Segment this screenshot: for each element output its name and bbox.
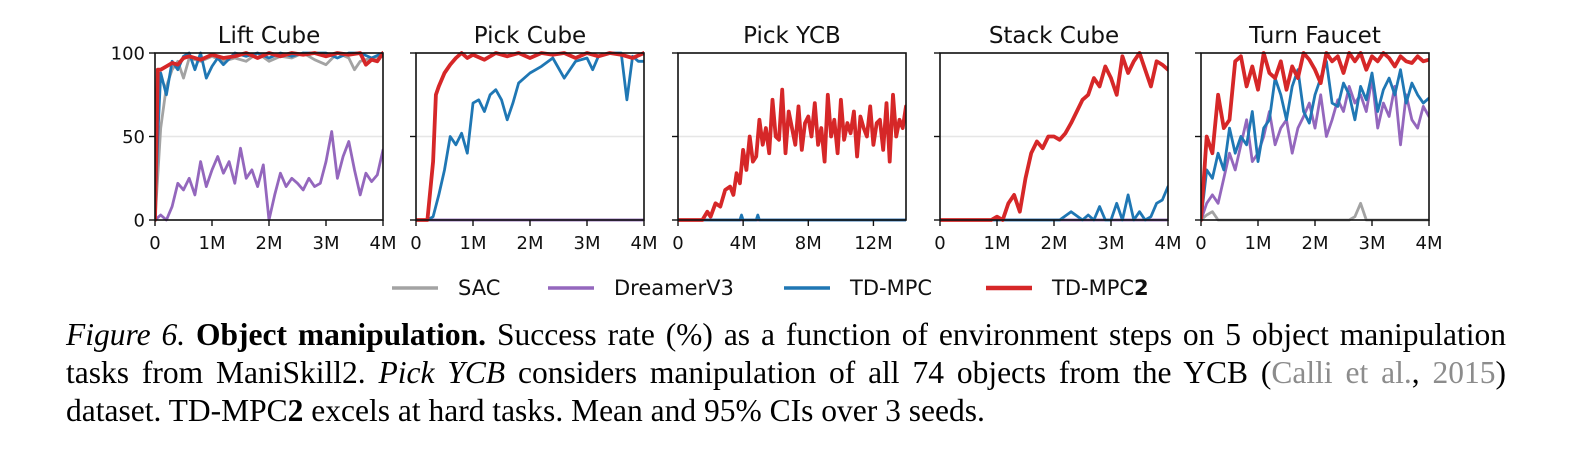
xtick-label-pick-cube-1m: 1M: [460, 233, 487, 254]
xtick-label-pick-ycb-8m: 8M: [795, 233, 822, 254]
panel-title-turn-faucet: Turn Faucet: [1248, 23, 1381, 49]
caption-text-4: excels at hard tasks. Mean and 95% CIs o…: [303, 393, 985, 428]
series-line-td-mpc-turn-faucet: [1201, 59, 1429, 222]
xtick-label-stack-cube-0: 0: [934, 233, 945, 254]
xtick-label-pick-cube-0: 0: [410, 233, 421, 254]
panel-lift-cube: Lift Cube 0 50 100 0 1M 2M 3M 4M: [111, 23, 397, 254]
xtick-label-pick-ycb-12m: 12M: [854, 233, 892, 254]
caption-text-3: ) dataset. TD-MPC: [66, 355, 1506, 428]
panel-pick-ycb: Pick YCB 0 4M 8M 12M: [672, 23, 907, 254]
xtick-label-turn-faucet-0: 0: [1195, 233, 1206, 254]
series-line-td-mpc2-pick-ycb: [678, 87, 906, 222]
xtick-label-pick-ycb-4m: 4M: [730, 233, 757, 254]
xtick-label-lift-cube-0: 0: [149, 233, 160, 254]
xtick-label-lift-cube-2m: 2M: [256, 233, 283, 254]
xtick-label-stack-cube-2m: 2M: [1041, 233, 1068, 254]
caption-text-2: considers manipulation of all 74 objects…: [505, 355, 1272, 390]
xtick-label-lift-cube-4m: 4M: [370, 233, 397, 254]
legend-label-dreamerv3: DreamerV3: [614, 276, 734, 300]
xtick-label-turn-faucet-1m: 1M: [1245, 233, 1272, 254]
xtick-label-stack-cube-4m: 4M: [1155, 233, 1182, 254]
caption-heading: Object manipulation.: [196, 317, 487, 352]
xtick-label-turn-faucet-2m: 2M: [1302, 233, 1329, 254]
series-line-td-mpc2-turn-faucet: [1201, 51, 1429, 222]
panel-title-pick-cube: Pick Cube: [474, 23, 586, 49]
caption-citation-year[interactable]: 2015: [1432, 355, 1496, 390]
xtick-label-turn-faucet-4m: 4M: [1416, 233, 1443, 254]
ytick-label-100: 100: [111, 44, 145, 65]
xtick-label-turn-faucet-3m: 3M: [1359, 233, 1386, 254]
caption-task-name: Pick YCB: [378, 355, 506, 390]
xtick-label-pick-cube-2m: 2M: [517, 233, 544, 254]
legend-label-td-mpc: TD-MPC: [849, 276, 932, 300]
legend-label-td-mpc2: TD-MPC2: [1051, 276, 1149, 300]
series-line-td-mpc2-stack-cube: [940, 51, 1168, 222]
series-line-td-mpc-stack-cube: [940, 185, 1168, 222]
legend-item-td-mpc: TD-MPC: [784, 276, 932, 300]
caption-bold-2: 2: [287, 393, 304, 428]
xtick-label-pick-cube-4m: 4M: [631, 233, 658, 254]
series-line-dreamerv3-turn-faucet: [1201, 76, 1429, 222]
series-line-td-mpc2-pick-cube: [416, 51, 644, 222]
series-group-pick-ycb: [678, 87, 906, 222]
panel-turn-faucet: Turn Faucet 0 1M 2M 3M 4M: [1195, 23, 1442, 254]
caption-label: Figure 6.: [66, 317, 186, 352]
xtick-label-lift-cube-3m: 3M: [313, 233, 340, 254]
ytick-label-50: 50: [122, 127, 145, 148]
series-line-dreamerv3-lift-cube: [155, 130, 383, 222]
xtick-label-lift-cube-1m: 1M: [199, 233, 226, 254]
panel-stack-cube: Stack Cube 0 1M 2M 3M 4M: [934, 23, 1181, 254]
legend-item-td-mpc2: TD-MPC2: [986, 276, 1149, 300]
legend-item-sac: SAC: [392, 276, 500, 300]
xtick-label-pick-ycb-0: 0: [672, 233, 683, 254]
series-line-sac-turn-faucet: [1201, 201, 1429, 222]
chart-legend: SAC DreamerV3 TD-MPC TD-MPC2: [392, 276, 1149, 300]
caption-citation-separator: ,: [1411, 355, 1433, 390]
figure-caption: Figure 6. Object manipulation. Success r…: [66, 316, 1506, 430]
panel-title-lift-cube: Lift Cube: [218, 23, 321, 49]
panel-pick-cube: Pick Cube 0 1M 2M 3M 4M: [410, 23, 657, 254]
legend-item-dreamerv3: DreamerV3: [548, 276, 734, 300]
legend-label-sac: SAC: [458, 276, 500, 300]
xtick-label-stack-cube-3m: 3M: [1098, 233, 1125, 254]
xtick-label-stack-cube-1m: 1M: [984, 233, 1011, 254]
caption-text-1: Success rate (%) as a function of enviro…: [66, 317, 1506, 390]
panel-title-stack-cube: Stack Cube: [989, 23, 1119, 49]
caption-citation-author[interactable]: Calli et al.: [1271, 355, 1412, 390]
ytick-label-0: 0: [134, 211, 145, 232]
chart-panels: Lift Cube 0 50 100 0 1M 2M 3M 4M Pick Cube 0 1M 2M 3M…: [111, 23, 1443, 254]
panel-title-pick-ycb: Pick YCB: [743, 23, 841, 49]
xtick-label-pick-cube-3m: 3M: [574, 233, 601, 254]
figure-charts: Lift Cube 0 50 100 0 1M 2M 3M 4M Pick Cube 0 1M 2M 3M…: [111, 23, 1443, 300]
